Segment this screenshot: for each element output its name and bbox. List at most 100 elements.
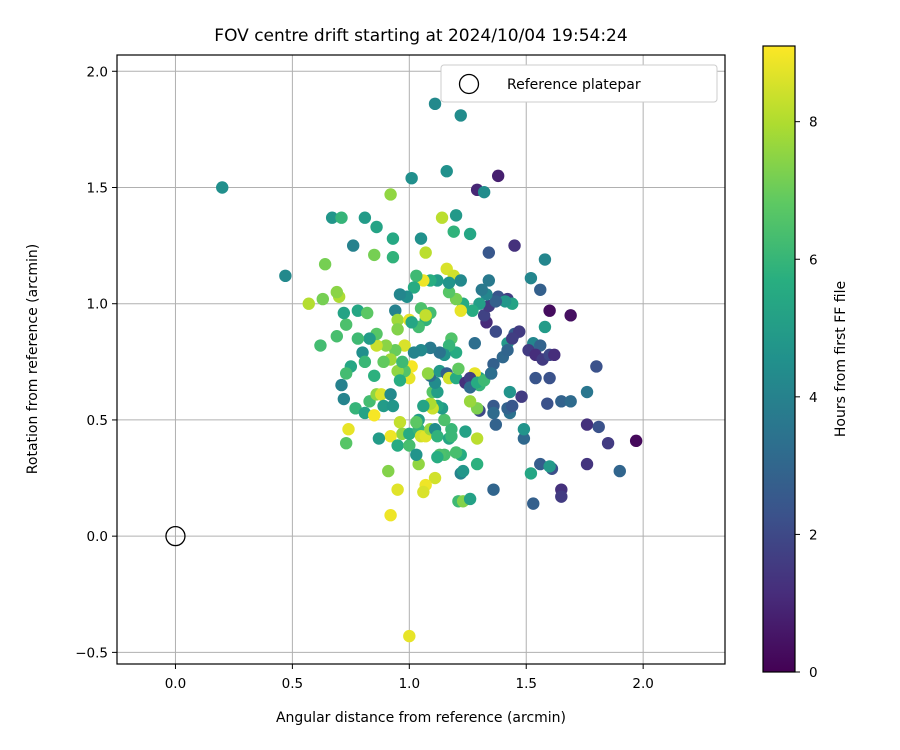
data-point	[534, 339, 547, 352]
data-point	[386, 232, 400, 245]
data-point	[335, 211, 348, 224]
data-point	[470, 457, 484, 471]
legend-box	[440, 64, 718, 103]
data-point	[351, 332, 365, 345]
data-point	[335, 378, 348, 392]
colorbar-label: Hours from first FF file	[833, 281, 849, 437]
data-point	[431, 450, 444, 464]
data-point	[405, 171, 418, 185]
data-point	[386, 251, 400, 264]
legend: Reference platepar	[440, 64, 718, 103]
data-point	[316, 292, 329, 306]
data-point	[375, 388, 388, 401]
data-point	[447, 225, 460, 238]
data-point	[391, 313, 404, 327]
colorbar-gradient	[762, 45, 796, 673]
data-point	[384, 509, 397, 522]
legend-label-reference: Reference platepar	[507, 77, 641, 93]
data-point	[377, 399, 390, 413]
colorbar-tick-label: 8	[809, 115, 818, 131]
data-point	[524, 271, 538, 285]
data-point	[342, 423, 355, 436]
data-point	[484, 367, 498, 380]
x-tick-label: 1.0	[399, 676, 420, 692]
data-point	[337, 306, 351, 320]
data-point	[487, 483, 500, 496]
data-point	[442, 285, 456, 299]
x-tick-label: 2.0	[632, 676, 653, 692]
x-tick-label: 0.5	[282, 676, 303, 692]
data-point	[279, 269, 292, 283]
data-point	[489, 418, 503, 431]
data-point	[358, 211, 372, 224]
data-point	[361, 306, 374, 320]
data-point	[424, 341, 437, 355]
data-point	[491, 169, 505, 183]
data-point	[442, 276, 456, 289]
data-point	[538, 320, 552, 334]
data-point	[449, 446, 463, 459]
x-tick-label: 1.5	[515, 676, 536, 692]
data-point	[506, 332, 519, 345]
data-point	[370, 220, 383, 234]
data-point	[548, 348, 561, 362]
data-point	[393, 374, 407, 387]
data-point	[410, 416, 423, 429]
data-point	[417, 485, 430, 499]
data-point	[393, 416, 407, 429]
data-point	[601, 436, 615, 450]
data-point	[463, 395, 477, 408]
data-point	[363, 332, 376, 345]
data-point	[379, 339, 393, 352]
data-point	[506, 399, 519, 413]
data-point	[314, 339, 327, 352]
y-tick-label: 0.0	[87, 529, 108, 545]
data-point	[508, 239, 521, 252]
data-point	[541, 397, 554, 410]
data-points	[216, 97, 643, 643]
data-point	[428, 471, 442, 485]
data-point	[463, 227, 477, 241]
colorbar-tick-label: 0	[809, 665, 818, 681]
grid-lines	[117, 55, 725, 664]
data-point	[538, 253, 552, 266]
data-point	[330, 285, 344, 299]
data-point	[337, 392, 351, 406]
data-point	[452, 362, 465, 375]
data-point	[391, 364, 404, 378]
data-point	[442, 339, 456, 352]
data-point	[543, 460, 556, 473]
data-point	[389, 304, 402, 317]
data-point	[368, 409, 381, 422]
data-point	[410, 269, 423, 283]
data-point	[534, 457, 547, 471]
data-point	[470, 432, 484, 445]
y-tick-label: 0.5	[87, 413, 108, 429]
data-point	[358, 355, 372, 369]
data-point	[487, 406, 500, 420]
data-point	[482, 274, 496, 287]
data-point	[330, 330, 344, 343]
data-point	[466, 304, 479, 317]
colorbar-tick-label: 6	[809, 252, 818, 268]
data-point	[368, 369, 381, 382]
data-point	[580, 385, 594, 399]
data-point	[580, 418, 594, 431]
data-point	[398, 339, 411, 352]
data-point	[515, 390, 528, 403]
reference-marker-group	[165, 526, 186, 547]
data-point	[456, 464, 470, 478]
data-point	[629, 434, 643, 448]
data-point	[407, 346, 421, 359]
data-point	[440, 165, 453, 178]
x-tick-label: 0.0	[165, 676, 186, 692]
data-point	[459, 425, 472, 438]
data-point	[389, 344, 402, 357]
data-point	[386, 399, 400, 413]
data-point	[417, 399, 430, 413]
data-point	[433, 346, 446, 359]
data-point	[403, 439, 416, 452]
data-point	[543, 371, 556, 385]
data-point	[517, 432, 531, 445]
